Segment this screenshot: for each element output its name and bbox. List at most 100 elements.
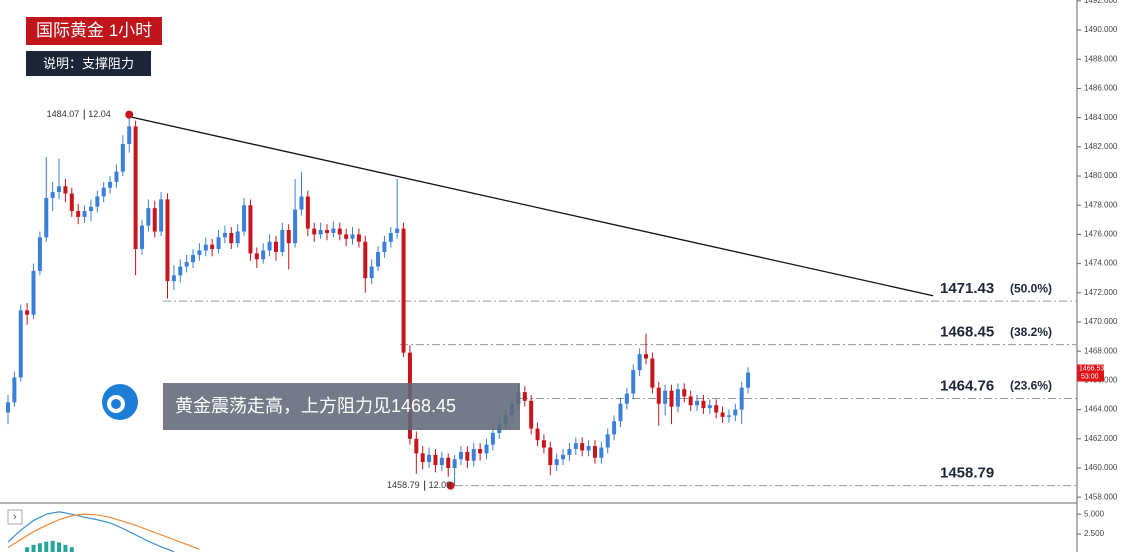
candle-body: [541, 440, 546, 448]
candle-body: [401, 228, 406, 353]
candle-body: [746, 372, 751, 388]
candle-body: [414, 438, 419, 454]
extreme-price: 1458.79: [387, 480, 420, 490]
subtitle: 说明：支撑阻力: [26, 51, 152, 76]
candle-body: [624, 393, 629, 404]
candle-body: [688, 396, 693, 406]
candle-body: [612, 421, 617, 435]
candle-body: [37, 237, 42, 271]
candle-body: [427, 454, 432, 463]
expand-button[interactable]: [7, 509, 23, 525]
candle-body: [720, 412, 725, 417]
candle-body: [561, 454, 566, 460]
candle-body: [618, 403, 623, 422]
candle-body: [344, 234, 349, 239]
candle-body: [529, 400, 534, 429]
candle-body: [644, 354, 648, 359]
candle-body: [146, 208, 151, 226]
candle-body: [382, 241, 387, 252]
candle-body: [388, 232, 393, 242]
y-tick-label: 5.000: [1084, 509, 1105, 518]
y-tick-label: 1482.000: [1084, 142, 1118, 151]
y-tick-label: 1484.000: [1084, 113, 1118, 122]
candle-body: [25, 310, 30, 315]
y-tick-label: 1464.000: [1084, 405, 1118, 414]
candle-body: [331, 228, 336, 233]
y-tick-label: 1488.000: [1084, 54, 1118, 63]
extreme-price: 1484.07: [47, 109, 80, 119]
candle-body: [44, 197, 49, 238]
candle-body: [580, 443, 585, 451]
y-tick-label: 1474.000: [1084, 259, 1118, 268]
candle-body: [197, 250, 202, 255]
candle-body: [312, 228, 317, 235]
candle-body: [254, 253, 259, 260]
y-tick-label: 1476.000: [1084, 230, 1118, 239]
candle-body: [452, 459, 457, 468]
price-tag-value: 1466.537: [1079, 365, 1108, 372]
y-tick-label: 1462.000: [1084, 434, 1118, 443]
assistant-icon: [102, 384, 138, 420]
extreme-time: 12.09: [429, 480, 452, 490]
histogram-bar: [63, 544, 68, 552]
candle-body: [376, 251, 381, 267]
histogram-bar: [69, 547, 74, 552]
histogram-bar: [57, 542, 62, 552]
extreme-time: 12.04: [88, 109, 111, 119]
candle-body: [318, 230, 323, 235]
candle-body: [675, 389, 680, 407]
trendline: [129, 115, 934, 297]
candle-body: [273, 241, 278, 252]
candle-body: [216, 237, 221, 250]
candle-body: [325, 230, 329, 233]
candle-body: [152, 208, 157, 232]
y-tick-label: 1490.000: [1084, 25, 1118, 34]
candle-body: [650, 358, 655, 388]
histogram-bar: [31, 544, 36, 552]
candle-body: [127, 126, 132, 144]
candle-body: [567, 448, 572, 455]
candle-body: [178, 266, 183, 276]
candle-body: [739, 387, 744, 410]
candle-body: [286, 230, 291, 244]
candle-body: [695, 400, 700, 406]
histogram-bar: [37, 543, 42, 552]
extreme-marker: [446, 481, 455, 490]
candle-body: [458, 451, 463, 460]
price-tag-countdown: 53:00: [1081, 373, 1099, 380]
candle-body: [726, 415, 731, 417]
y-tick-label: 2.500: [1084, 529, 1105, 538]
candle-body: [159, 199, 164, 232]
candle-body: [261, 250, 266, 260]
level-value: 1464.76: [940, 377, 994, 394]
expand-icon: ›: [13, 511, 17, 523]
candle-body: [554, 459, 559, 466]
candle-body: [586, 446, 591, 451]
candle-body: [76, 211, 81, 217]
candle-body: [63, 186, 68, 194]
candle-body: [280, 230, 285, 252]
y-tick-label: 1460.000: [1084, 463, 1118, 472]
candle-body: [631, 370, 636, 394]
candle-body: [191, 254, 196, 263]
candle-body: [31, 270, 36, 315]
candle-body: [669, 390, 674, 407]
candle-body: [363, 241, 368, 279]
price-tag: [1077, 364, 1104, 382]
candle-body: [478, 448, 483, 454]
level-value: 1458.79: [940, 465, 994, 482]
candle-body: [18, 310, 23, 378]
candle-body: [267, 241, 272, 251]
candle-body: [165, 199, 170, 282]
candle-body: [356, 234, 361, 242]
candle-body: [707, 405, 712, 409]
candle-body: [484, 444, 489, 454]
candle-body: [139, 225, 144, 250]
candle-body: [420, 453, 425, 463]
candle-body: [439, 457, 444, 466]
candle-body: [395, 228, 400, 233]
candle-body: [465, 451, 470, 461]
level-value: 1471.43: [940, 280, 994, 297]
